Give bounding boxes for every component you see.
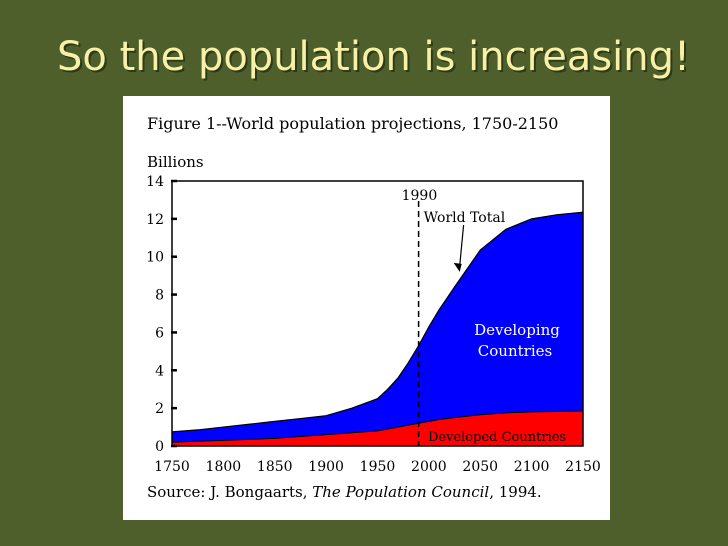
y-tick-label: 8 [155, 288, 164, 304]
x-tick-label: 1950 [360, 459, 396, 475]
developing-label-line2: Countries [478, 342, 552, 360]
world-total-arrow [459, 224, 465, 266]
developing-area [172, 212, 583, 443]
developing-label-line1: Developing [474, 321, 560, 339]
y-tick-label: 6 [155, 325, 164, 341]
y-tick-label: 10 [146, 250, 164, 266]
x-tick-label: 1900 [308, 459, 344, 475]
developed-line [171, 410, 584, 443]
y-tick-label: 14 [146, 174, 164, 190]
world-total-line [171, 211, 584, 433]
x-tick-label: 1750 [154, 459, 190, 475]
y-axis-label: Billions [147, 153, 204, 171]
x-tick-label: 2150 [565, 459, 601, 475]
y-tick-label: 0 [155, 439, 164, 455]
developed-label: Developed Countries [428, 430, 566, 445]
y-tick-label: 2 [155, 401, 164, 417]
world-total-arrowhead [453, 262, 462, 272]
year-1990-label: 1990 [402, 188, 438, 204]
x-tick-label: 1800 [206, 459, 242, 475]
chart-title: Figure 1--World population projections, … [147, 114, 558, 133]
y-tick-label: 12 [146, 212, 164, 228]
slide-title: So the population is increasing! [57, 34, 691, 80]
source-note: Source: J. Bongaarts, The Population Cou… [147, 483, 542, 501]
x-tick-label: 2050 [462, 459, 498, 475]
developed-area [172, 410, 583, 446]
x-tick-label: 2100 [514, 459, 550, 475]
figure-panel: Figure 1--World population projections, … [123, 96, 610, 520]
x-tick-label: 2000 [411, 459, 447, 475]
population-chart: Figure 1--World population projections, … [146, 114, 601, 501]
y-tick-label: 4 [155, 363, 164, 379]
plot-frame [171, 180, 584, 447]
world-total-label: World Total [424, 210, 506, 226]
decorative-background [0, 88, 40, 528]
x-tick-label: 1850 [257, 459, 293, 475]
